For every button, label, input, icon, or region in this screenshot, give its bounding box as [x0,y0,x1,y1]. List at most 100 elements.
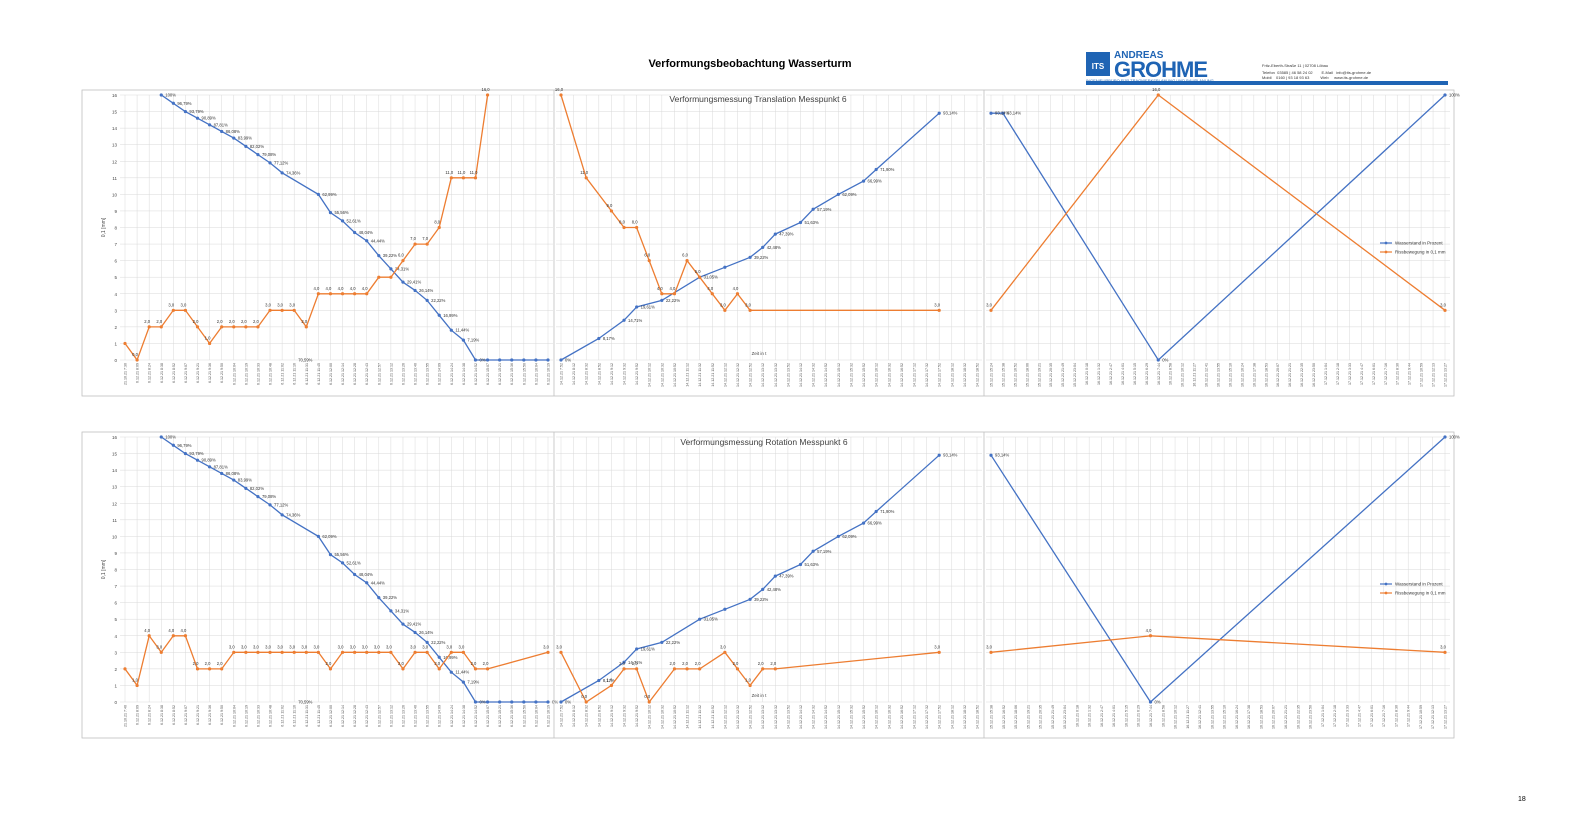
chart1-p2-series-wasserstand-point [660,298,664,302]
chart2-p1-xtick-label: 6.12.21 8:38 [160,705,164,725]
chart2-ytick-label: 4 [114,634,117,639]
chart2-p3-series-rissbewegung-point [1443,650,1447,654]
chart1-p3-data-label: 3,0 [1440,302,1446,307]
chart1-p2-data-label: 4,0 [707,286,713,291]
chart2-p2-data-label: 2,0 [632,661,638,666]
chart2-p1-data-label: 82,02% [250,486,264,491]
chart2-p2-xtick-label: 14.12.21 15:32 [849,705,853,729]
chart2-p1-xtick-label: 6.12.21 8:09 [136,705,140,725]
chart1-p1-series-rissbewegung-point [123,341,127,346]
chart1-p2-xtick-label: 14.12.21 17:32 [925,363,929,387]
chart1-p2-data-label: 4,0 [670,286,676,291]
chart1-p2-series-wasserstand-point [559,358,563,362]
chart2-p2-data-label: 8,17% [603,678,615,683]
chart2-p1-series-rissbewegung-point [389,650,393,654]
chart1-p1-data-label: 26,14% [419,288,433,293]
company-logo: ITS ANDREAS GROHME INGENIEURBÜRO FÜR TRA… [1086,50,1456,88]
chart1-p1-series-wasserstand-point [195,116,200,120]
chart2-p2-xtick-label: 14.12.21 18:32 [963,705,967,729]
chart1-p1-data-label: 3,0 [277,302,283,307]
chart1-p1-series-wasserstand-point [377,254,381,258]
chart2-p1-xtick-label: 6.12.21 14:38 [462,705,466,727]
chart2-ytick-label: 11 [112,518,117,523]
chart1-p2-data-label: 6,0 [644,253,650,258]
chart1-p1-xtick-label: 6.12.21 15:36 [510,363,514,385]
chart2-p2-data-label: 3,0 [720,644,726,649]
chart1-p2-data-label: 19,61% [641,305,655,310]
chart2-p1-series-wasserstand-point [316,534,320,538]
logo-name-line1: ANDREAS [1114,50,1164,61]
chart1-p3-xtick-label: 17.12.21 10:59 [1420,363,1424,387]
chart1-p1-series-rissbewegung-point [413,242,417,246]
chart2-p1-series-wasserstand-point [220,471,224,476]
chart1-p1-data-label: 22,22% [431,298,445,303]
chart1-p1-data-label: 93,79% [189,109,203,114]
chart1-p3-xtick-label: 16.12.21 0:18 [1085,363,1089,385]
chart1-p2-series-wasserstand-point [798,220,803,225]
chart2-p1-series-wasserstand-point [522,700,526,704]
chart1-p1-data-label: 2,0 [217,319,223,324]
chart1-p2-xtick-label: 14.12.21 12:52 [749,363,753,387]
chart1-p1-series-rissbewegung-point [244,325,248,329]
chart2-p2-series-rissbewegung-point [723,650,727,654]
chart2-p1-data-label: 16,99% [443,655,457,660]
chart2-ytick-label: 16 [112,435,118,440]
logo-box: ITS [1086,52,1110,76]
chart1-p1-series-rissbewegung-point [304,325,308,329]
chart2-p3-xtick-label: 16.12.21 23:50 [1309,705,1313,729]
chart1-p3-series-wasserstand-point [1001,111,1005,115]
chart2-p2-xtick-label: 14.12.21 13:32 [774,705,778,729]
chart1-p3-xtick-label: 16.12.21 15:10 [1228,363,1232,387]
chart1-p1-series-rissbewegung-point [365,292,369,296]
chart1-p1-data-label: 83,99% [238,136,252,141]
chart1-legend-marker-wasserstand [1384,241,1388,245]
chart1-p1-data-label: 16,99% [443,313,457,318]
chart2-p1-data-label: 2,0 [193,661,199,666]
chart2-p1-xtick-label: 6.12.21 15:50 [522,705,526,727]
chart2-p1-series-rissbewegung-point [268,650,272,654]
chart2-p1-series-rissbewegung-point [340,650,345,654]
chart1-p1-xtick-label: 6.12.21 16:19 [547,363,551,385]
chart2-legend-marker-wasserstand [1384,582,1388,586]
chart2-p3-data-label: 100% [1449,435,1460,440]
chart2-p1-data-label: 4,0 [181,628,187,633]
chart1-ytick-label: 0 [114,358,117,363]
chart1-p1-xtick-label: 6.12.21 12:57 [377,363,381,385]
chart1-p2-series-rissbewegung-point [723,308,727,312]
chart1-p1-series-wasserstand-point [365,239,369,243]
chart2-p1-data-label: 3,0 [350,644,356,649]
chart1-p1-data-label: 87,81% [214,122,228,127]
chart1-ytick-label: 4 [114,292,117,297]
chart2-p2-data-label: 71,90% [880,509,894,514]
chart2-p3-xtick-label: 16.12.21 21:21 [1284,705,1288,729]
chart1-p1-xtick-label: 6.12.21 9:50 [220,363,224,383]
chart2-p3-xtick-label: 17.12.21 9:44 [1407,705,1411,727]
chart1-p2-xtick-label: 14.12.21 15:52 [862,363,866,387]
chart2-p1-data-label: 86,08% [226,471,240,476]
chart2-p1-xtick-label: 6.12.21 8:24 [148,705,152,725]
chart1-p1-xtick-label: 6.12.21 15:21 [498,363,502,385]
chart1-p1-xtick-label: 6.12.21 10:48 [269,363,273,385]
chart2-ytick-label: 10 [112,534,118,539]
chart1-p3-data-label: 3,0 [986,302,992,307]
chart2-p1-xtick-label: 6.12.21 12:57 [377,705,381,727]
chart2-p1-xtick-label: 6.12.21 10:04 [232,705,236,727]
chart2-p1-data-label: 3,0 [229,644,235,649]
chart2-p2-series-rissbewegung-point [647,700,651,704]
chart1-p1-data-label: 77,12% [274,160,288,165]
chart2-p1-data-label: 4,0 [144,628,150,633]
chart1-p1-data-label: 0,0 [132,352,138,357]
chart2-p1-data-label: 55,56% [334,552,348,557]
page-title: Verformungsbeobachtung Wasserturm [648,58,852,70]
chart2-p2-series-rissbewegung-point [559,650,563,654]
chart2-p1-series-rissbewegung-point [220,667,224,671]
chart2-p1-data-label: 26,14% [419,630,433,635]
chart2-p3-xtick-label: 16.12.21 6:29 [1137,705,1141,727]
chart2-p1-xtick-label: 6.12.21 12:43 [365,705,369,727]
chart2-p1-series-rissbewegung-point [437,667,441,671]
chart1-p1-data-label: 3,0 [181,302,187,307]
chart1-p1-xtick-label: 6.12.21 12:14 [341,363,345,385]
chart1-p1-data-label: 7,0 [410,236,416,241]
chart2-p1-data-label: 77,12% [274,502,288,507]
chart1-p3-data-label: 16,0 [1152,87,1161,92]
